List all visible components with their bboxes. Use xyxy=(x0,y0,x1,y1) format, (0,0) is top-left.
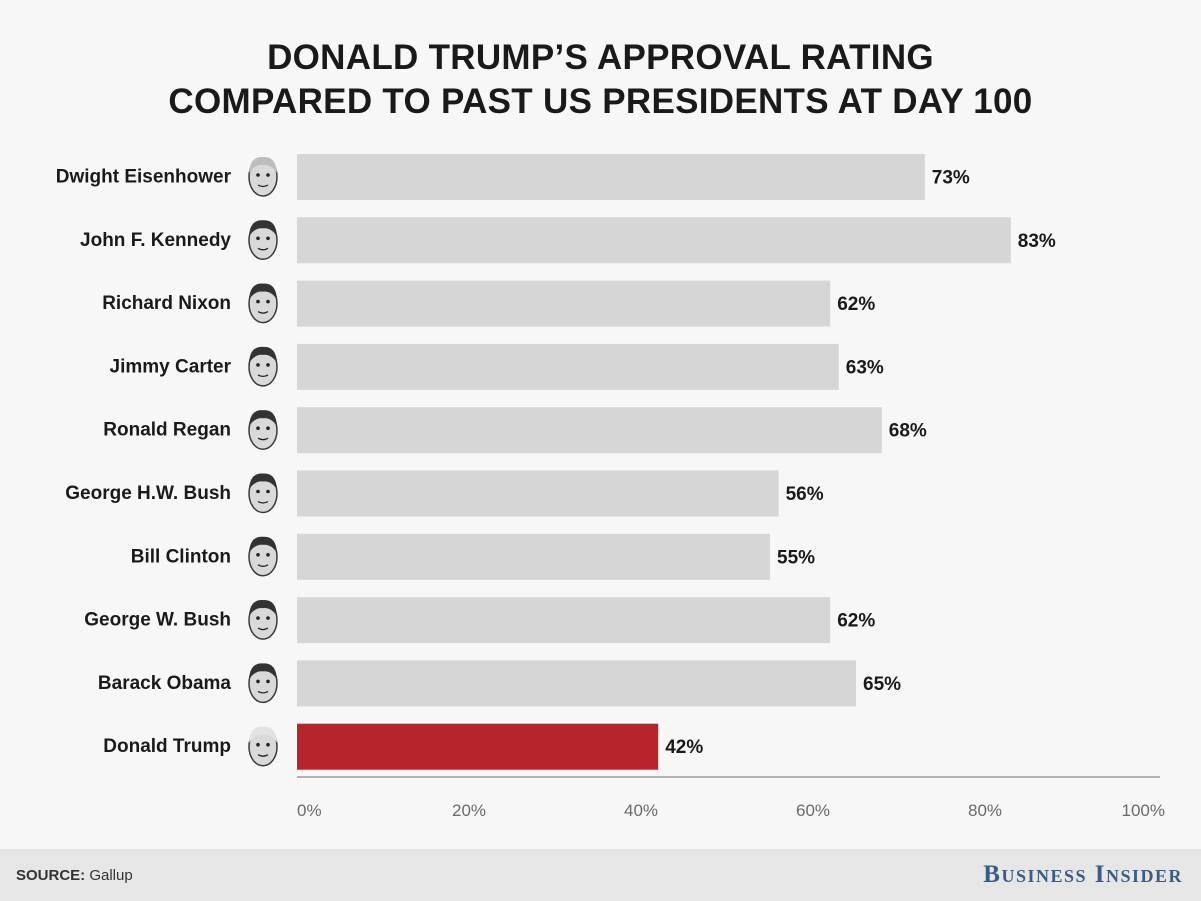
data-label: 55% xyxy=(777,547,815,568)
trump-portrait-icon xyxy=(248,726,278,767)
bar xyxy=(297,343,839,390)
eisenhower-portrait-icon xyxy=(248,156,278,197)
kennedy-portrait-icon xyxy=(248,220,278,261)
bar xyxy=(297,533,770,580)
bar xyxy=(297,597,831,644)
x-tick-label: 80% xyxy=(968,801,1002,820)
bar xyxy=(297,470,779,517)
obama-portrait-icon xyxy=(248,663,278,704)
x-tick-label: 0% xyxy=(297,801,322,820)
x-tick-label: 40% xyxy=(624,801,658,820)
category-label: Richard Nixon xyxy=(102,293,231,314)
x-tick-label: 100% xyxy=(1122,801,1165,820)
category-label: Barack Obama xyxy=(98,673,232,694)
chart-title: DONALD TRUMP’S APPROVAL RATING COMPARED … xyxy=(0,36,1201,124)
nixon-portrait-icon xyxy=(248,283,278,324)
data-label: 65% xyxy=(863,674,901,695)
category-label: Ronald Regan xyxy=(103,420,231,441)
w-bush-portrait-icon xyxy=(248,600,278,640)
business-insider-logo: Business Insider xyxy=(983,861,1183,888)
carter-portrait-icon xyxy=(248,346,278,387)
footer: SOURCE: Gallup Business Insider xyxy=(0,849,1201,901)
data-label: 63% xyxy=(846,357,884,378)
category-label: John F. Kennedy xyxy=(80,230,231,251)
bar-highlight xyxy=(297,723,659,770)
data-label: 56% xyxy=(786,484,824,505)
category-label: George W. Bush xyxy=(84,610,231,631)
source-note: SOURCE: Gallup xyxy=(16,867,133,884)
data-label: 83% xyxy=(1018,231,1056,252)
source-label: SOURCE: xyxy=(16,867,86,884)
category-label: Jimmy Carter xyxy=(110,356,232,377)
chart-title-line-1: DONALD TRUMP’S APPROVAL RATING xyxy=(267,38,934,77)
category-label: Donald Trump xyxy=(103,736,231,757)
data-label: 73% xyxy=(932,168,970,189)
x-tick-label: 20% xyxy=(452,801,486,820)
bar xyxy=(297,280,831,327)
data-label: 62% xyxy=(837,294,875,315)
category-label: George H.W. Bush xyxy=(65,483,231,504)
approval-bar-chart: Dwight Eisenhower 73% John F. Kennedy 83% Ri… xyxy=(56,154,1165,820)
bar xyxy=(297,660,856,707)
clinton-portrait-icon xyxy=(248,536,278,577)
data-label: 68% xyxy=(889,421,927,442)
category-label: Bill Clinton xyxy=(131,546,231,567)
data-label: 42% xyxy=(665,737,703,758)
bar xyxy=(297,217,1011,264)
source-value: Gallup xyxy=(89,867,133,884)
bar xyxy=(297,154,925,200)
reagan-portrait-icon xyxy=(248,410,278,450)
x-tick-label: 60% xyxy=(796,801,830,820)
hw-bush-portrait-icon xyxy=(248,473,278,514)
category-label: Dwight Eisenhower xyxy=(56,167,232,188)
chart-title-line-2: COMPARED TO PAST US PRESIDENTS AT DAY 10… xyxy=(168,82,1033,121)
bar xyxy=(297,407,882,454)
data-label: 62% xyxy=(837,611,875,632)
